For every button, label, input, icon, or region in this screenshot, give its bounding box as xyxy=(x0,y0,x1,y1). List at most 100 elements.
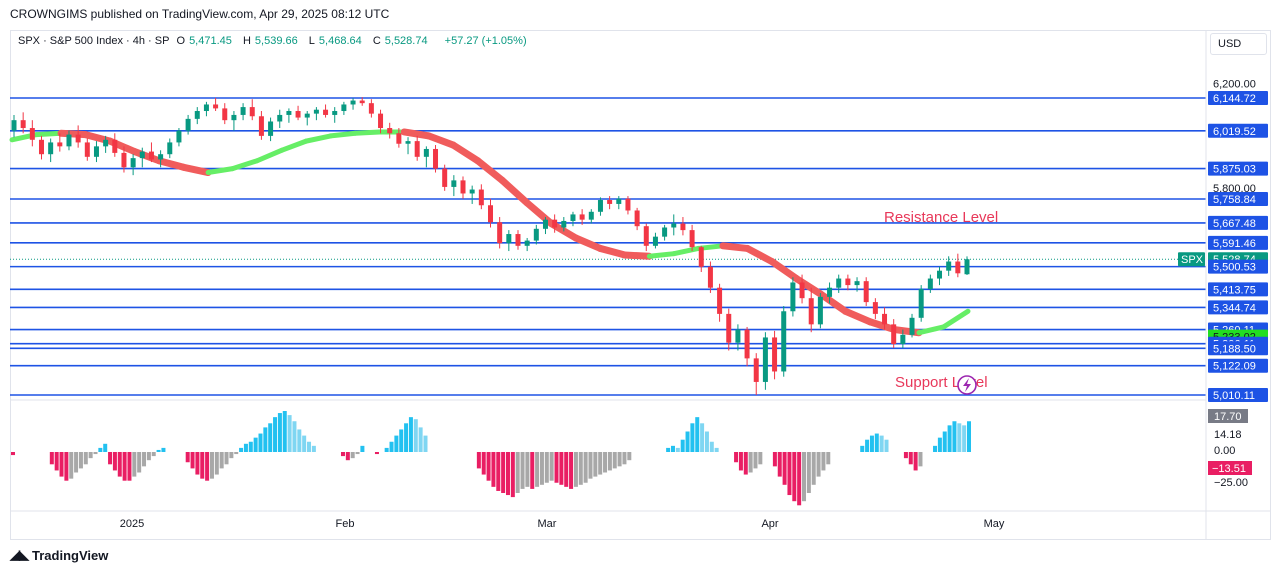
candle xyxy=(139,147,145,168)
tradingview-brand[interactable]: ◢◣ TradingView xyxy=(10,547,108,563)
histogram-bar xyxy=(151,452,156,457)
open-value: 5,471.45 xyxy=(189,35,232,47)
low-label: L xyxy=(308,35,315,47)
histogram-bar xyxy=(108,452,113,465)
candle xyxy=(478,184,484,210)
histogram-bar xyxy=(598,452,603,475)
histogram-bar xyxy=(758,452,763,465)
candle-body xyxy=(442,168,448,187)
ribbon-segment xyxy=(328,130,358,139)
histogram-bar xyxy=(214,452,219,475)
histogram-bar xyxy=(117,452,122,477)
candle-body xyxy=(955,261,961,274)
price-label-box xyxy=(1208,235,1268,250)
candle-body xyxy=(891,324,897,344)
osc-last-label: −13.51 xyxy=(1212,463,1246,475)
candle xyxy=(808,287,814,333)
axes-layer: 6,200.006,144.726,019.525,875.035,800.00… xyxy=(120,79,1268,530)
histogram-bar xyxy=(93,452,98,455)
osc-current-label: 17.70 xyxy=(1214,411,1242,423)
candle xyxy=(625,196,631,215)
candle xyxy=(900,329,906,348)
candle-body xyxy=(707,266,713,288)
candle-body xyxy=(460,180,466,194)
histogram-bar xyxy=(704,431,709,452)
ribbon-segment xyxy=(719,242,751,252)
candle xyxy=(662,224,668,241)
candle-body xyxy=(607,200,613,204)
candle xyxy=(130,154,136,176)
histogram-bar xyxy=(539,452,544,485)
osc-scale-label: 0.00 xyxy=(1214,445,1235,457)
candle-body xyxy=(845,278,851,286)
price-level-label: 5,758.84 xyxy=(1213,194,1256,206)
histogram-bar xyxy=(399,429,404,452)
candle xyxy=(891,319,897,348)
price-level-label: 5,667.48 xyxy=(1213,218,1256,230)
ribbon-segment xyxy=(890,326,923,337)
candle xyxy=(542,217,548,235)
candle-body xyxy=(497,222,503,244)
price-label-box xyxy=(1208,341,1268,356)
candle xyxy=(405,137,411,155)
candle-body xyxy=(368,103,374,114)
histogram-bar xyxy=(603,452,608,473)
candle xyxy=(735,324,741,351)
ribbon-segment xyxy=(303,133,334,144)
candle xyxy=(524,237,530,252)
candle xyxy=(836,274,842,293)
histogram-bar xyxy=(287,415,292,452)
histogram-bar xyxy=(535,452,540,487)
close-label: C xyxy=(372,35,381,47)
candle xyxy=(277,109,283,129)
brand-text: TradingView xyxy=(32,547,109,563)
candle-body xyxy=(735,329,741,343)
ribbon-segment xyxy=(596,244,629,259)
candle-body xyxy=(927,278,933,290)
candle xyxy=(799,274,805,304)
candle-body xyxy=(66,134,72,147)
candle xyxy=(20,112,26,134)
histogram-bar xyxy=(806,452,811,493)
histogram-bar xyxy=(156,449,161,452)
price-label-box xyxy=(1208,300,1268,315)
candle xyxy=(103,135,109,153)
histogram-bar xyxy=(666,447,671,452)
candle-body xyxy=(313,109,319,114)
price-label-box xyxy=(1208,358,1268,373)
histogram-bar xyxy=(146,452,151,461)
high-label: H xyxy=(242,35,251,47)
candle-body xyxy=(176,130,182,143)
candle-body xyxy=(29,128,35,140)
candle-body xyxy=(964,259,970,275)
candle xyxy=(561,217,567,232)
candle-body xyxy=(488,205,493,223)
histogram-bar xyxy=(583,452,588,483)
candle-body xyxy=(84,142,90,157)
histogram-bar xyxy=(98,447,103,452)
candle xyxy=(753,353,759,396)
candle-body xyxy=(689,230,695,248)
histogram-bar xyxy=(743,452,748,475)
ribbon-segment xyxy=(743,244,776,266)
histogram-bar xyxy=(826,452,831,465)
candle xyxy=(515,230,521,250)
ribbon-segment xyxy=(768,258,800,283)
time-axis-label: Feb xyxy=(336,518,355,530)
histogram-bar xyxy=(418,427,423,452)
low-value: 5,468.64 xyxy=(318,35,362,47)
candle xyxy=(817,292,823,329)
currency-selector[interactable]: USD xyxy=(1210,33,1267,55)
histogram-bar xyxy=(569,452,574,489)
price-level-label: 5,500.53 xyxy=(1213,262,1256,274)
candle xyxy=(726,308,732,351)
histogram-bar xyxy=(83,452,88,465)
ribbon-segment xyxy=(425,132,457,149)
histogram-bar xyxy=(263,427,268,452)
histogram-bar xyxy=(515,452,520,493)
candle-body xyxy=(680,223,686,231)
candle-body xyxy=(817,296,823,325)
candle-body xyxy=(57,142,63,147)
histogram-bar xyxy=(190,452,195,469)
